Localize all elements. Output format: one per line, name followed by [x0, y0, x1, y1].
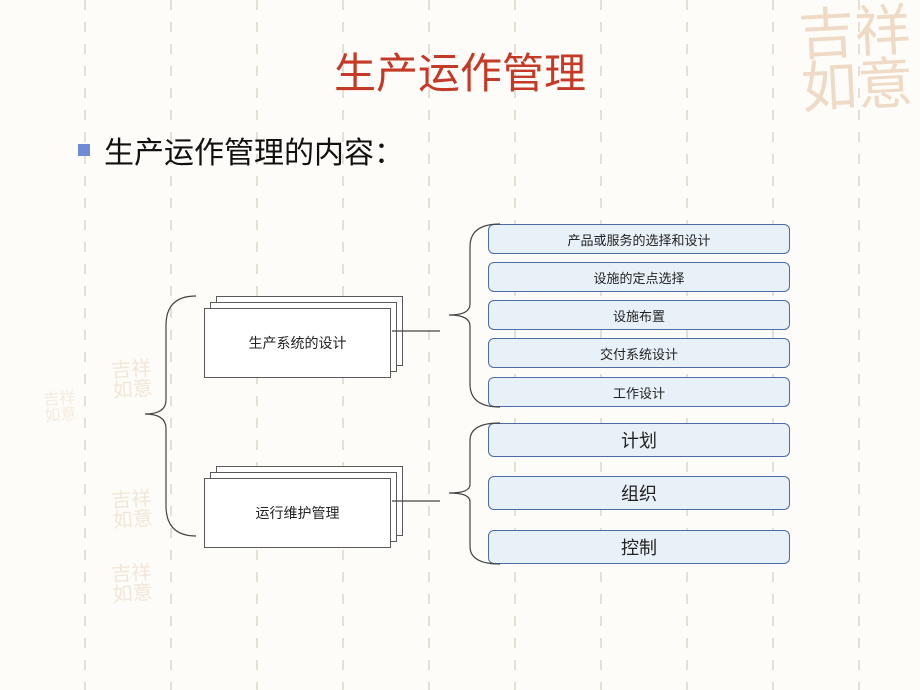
bullet-square-icon [78, 144, 90, 156]
list-item: 设施的定点选择 [488, 262, 790, 292]
card-design-stack: 生产系统的设计 [204, 296, 403, 378]
seal-icon: 吉祥 如意 [43, 391, 77, 425]
seal-icon: 吉祥 如意 [111, 359, 154, 402]
list-item: 计划 [488, 423, 790, 457]
list-item: 组织 [488, 476, 790, 510]
card-design: 生产系统的设计 [204, 308, 391, 378]
bullet-text: 生产运作管理的内容： [104, 128, 404, 172]
list-item: 交付系统设计 [488, 338, 790, 368]
page-title: 生产运作管理 [0, 40, 920, 101]
card-ops: 运行维护管理 [204, 478, 391, 548]
card-ops-stack: 运行维护管理 [204, 466, 403, 548]
list-item: 控制 [488, 530, 790, 564]
list-item: 产品或服务的选择和设计 [488, 224, 790, 254]
bullet-row: 生产运作管理的内容： [78, 128, 404, 172]
seal-icon: 吉祥 如意 [111, 563, 154, 606]
list-item: 工作设计 [488, 377, 790, 407]
seal-icon: 吉祥 如意 [111, 489, 154, 532]
list-item: 设施布置 [488, 300, 790, 330]
